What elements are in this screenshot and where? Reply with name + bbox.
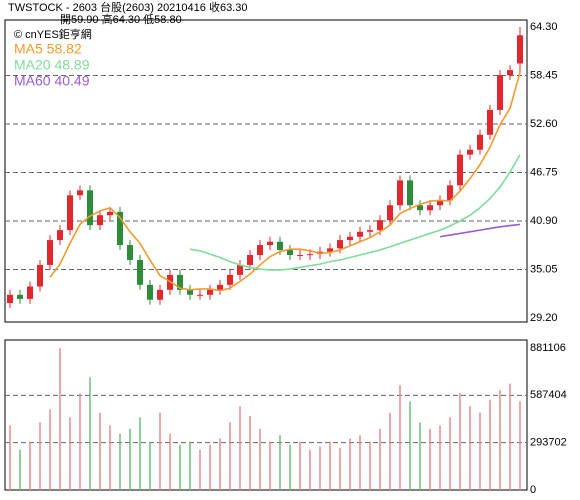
candle-body bbox=[237, 264, 243, 275]
candle-body bbox=[517, 35, 523, 64]
candle-body bbox=[437, 200, 443, 206]
y-tick-label: 40.90 bbox=[530, 215, 558, 227]
candle-body bbox=[477, 134, 483, 150]
candle-body bbox=[337, 240, 343, 249]
candle-body bbox=[327, 248, 333, 252]
candle-body bbox=[207, 289, 213, 295]
candle-body bbox=[17, 294, 23, 299]
candle-body bbox=[467, 149, 473, 155]
candle-body bbox=[147, 284, 153, 300]
volume-tick-label: 0 bbox=[530, 484, 536, 496]
candle-body bbox=[347, 236, 353, 241]
candle-body bbox=[77, 190, 83, 196]
candle-body bbox=[37, 264, 43, 287]
ma-line bbox=[439, 223, 521, 238]
candle-body bbox=[457, 154, 463, 186]
candle-body bbox=[497, 75, 503, 110]
candle-body bbox=[117, 211, 123, 246]
candle-body bbox=[87, 190, 93, 226]
candle-body bbox=[67, 195, 73, 231]
candle-body bbox=[397, 180, 403, 206]
candle-body bbox=[367, 230, 373, 232]
source: © cnYES鉅亨網 bbox=[14, 27, 92, 41]
candle-body bbox=[227, 274, 233, 285]
volume-tick-label: 293702 bbox=[530, 437, 567, 449]
candle-body bbox=[127, 245, 133, 260]
candle-body bbox=[107, 211, 113, 216]
candle-body bbox=[507, 70, 513, 76]
candle-body bbox=[447, 185, 453, 201]
candle-body bbox=[97, 215, 103, 226]
candle-body bbox=[487, 109, 493, 135]
candle-body bbox=[177, 274, 183, 290]
candle-body bbox=[297, 254, 303, 256]
candle-body bbox=[357, 231, 363, 237]
y-tick-label: 35.05 bbox=[530, 263, 558, 275]
volume-panel bbox=[4, 339, 528, 491]
ma-line bbox=[189, 154, 521, 271]
candle-body bbox=[407, 180, 413, 206]
legend-entry: MA20 48.89 bbox=[14, 57, 90, 73]
y-tick-label: 64.30 bbox=[530, 21, 558, 33]
candle-body bbox=[377, 220, 383, 231]
volume-tick-label: 881106 bbox=[530, 342, 566, 354]
candle-body bbox=[417, 205, 423, 211]
candle-body bbox=[387, 205, 393, 221]
ma-line bbox=[49, 72, 521, 292]
candle-body bbox=[137, 259, 143, 285]
chart-title: TWSTOCK - 2603 台股(2603) 20210416 收63.30 bbox=[8, 0, 247, 14]
candle-body bbox=[27, 286, 33, 299]
candle-body bbox=[217, 284, 223, 290]
candle-body bbox=[197, 294, 203, 296]
y-tick-label: 52.60 bbox=[530, 118, 558, 130]
legend-entry: MA60 40.49 bbox=[14, 73, 90, 89]
candle-body bbox=[7, 294, 13, 304]
candle-body bbox=[267, 241, 273, 246]
candle-body bbox=[287, 250, 293, 255]
price-panel bbox=[4, 19, 528, 323]
candle-body bbox=[247, 254, 253, 265]
y-tick-label: 58.45 bbox=[530, 69, 558, 81]
candle-body bbox=[257, 245, 263, 255]
candle-body bbox=[277, 241, 283, 251]
legend-entry: MA5 58.82 bbox=[14, 41, 82, 57]
volume-tick-label: 587404 bbox=[530, 389, 567, 401]
candle-body bbox=[307, 254, 313, 256]
chart-subtitle: 開59.90 高64.30 低58.80 bbox=[60, 12, 182, 26]
y-tick-label: 46.75 bbox=[530, 166, 558, 178]
y-tick-label: 29.20 bbox=[530, 312, 558, 324]
candle-body bbox=[47, 240, 53, 265]
candle-body bbox=[187, 289, 193, 295]
candle-body bbox=[427, 205, 433, 211]
candle-body bbox=[57, 230, 63, 241]
candle-body bbox=[157, 289, 163, 300]
